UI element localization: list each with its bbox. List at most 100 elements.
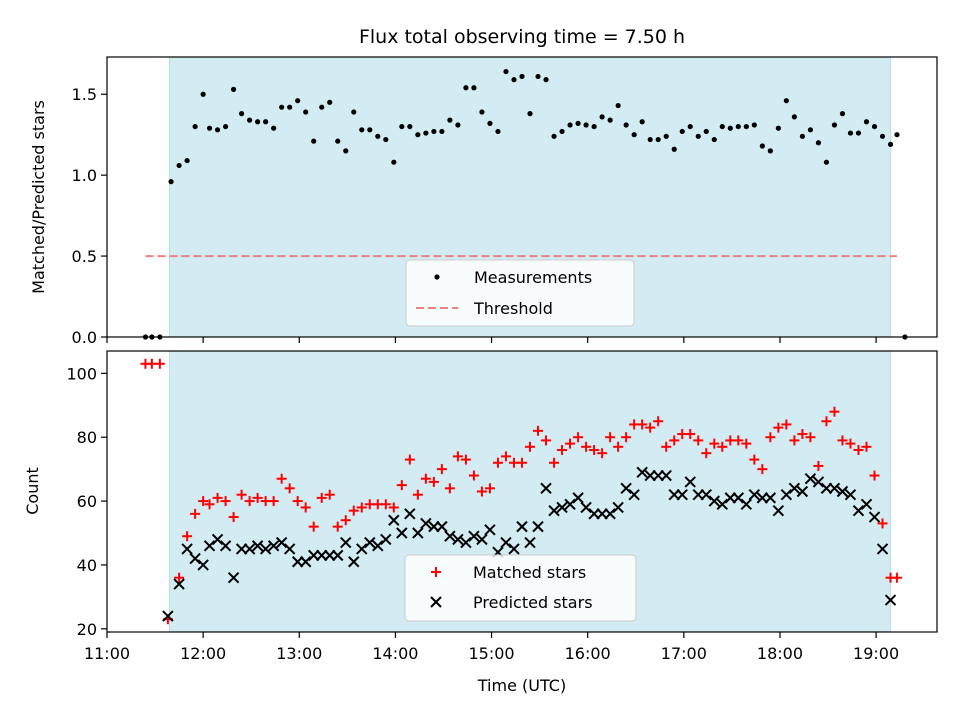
measurement-point: [367, 127, 373, 133]
measurement-point: [591, 123, 597, 130]
matched-point: [212, 492, 223, 503]
measurement-point: [551, 133, 557, 139]
matched-point: [244, 496, 255, 507]
measurement-point: [703, 128, 709, 135]
predicted-point: [396, 527, 408, 539]
measurement-point: [463, 85, 469, 91]
legend-matched-label: Matched stars: [473, 563, 586, 582]
measurement-point: [815, 140, 822, 146]
matched-point: [813, 460, 824, 471]
matched-point: [597, 448, 608, 459]
matched-point: [220, 496, 231, 507]
x-axis-label: Time (UTC): [477, 676, 566, 695]
x-tick-label: 16:00: [565, 644, 611, 663]
matched-point: [549, 457, 560, 468]
matched-point: [805, 432, 816, 443]
matched-point: [749, 454, 760, 465]
measurement-point: [575, 120, 581, 126]
measurement-point: [431, 128, 437, 135]
y-tick-label: 0.0: [72, 328, 97, 347]
matched-point: [284, 483, 295, 494]
x-tick-label: 11:00: [84, 644, 130, 663]
measurement-points: [142, 68, 908, 340]
measurement-point: [184, 157, 190, 164]
y-tick-label: 20: [77, 620, 97, 639]
matched-point: [444, 483, 455, 494]
measurement-point: [423, 130, 429, 136]
measurement-point: [295, 98, 301, 104]
matched-point: [348, 505, 359, 516]
matched-point: [380, 499, 391, 510]
predicted-point: [772, 504, 785, 517]
measurement-point: [743, 123, 749, 130]
matched-point: [765, 432, 776, 443]
measurement-point: [663, 133, 669, 139]
ratio-y-axis-label: Matched/Predicted stars: [29, 100, 48, 294]
measurement-point: [176, 162, 182, 169]
measurement-point: [319, 104, 325, 110]
matched-point: [292, 496, 303, 507]
matched-point: [404, 454, 415, 465]
measurement-point: [751, 122, 757, 128]
measurement-point: [287, 104, 293, 110]
predicted-point: [219, 540, 232, 552]
predicted-point: [404, 508, 416, 520]
predicted-point: [243, 543, 256, 555]
measurement-point: [607, 117, 613, 123]
measurement-point: [519, 73, 525, 80]
ratio-legend: Measurements Threshold: [405, 259, 635, 327]
matched-point: [324, 489, 335, 500]
predicted-point: [556, 501, 568, 514]
matched-point: [717, 441, 728, 452]
predicted-point: [828, 482, 841, 495]
measurement-point: [735, 123, 741, 130]
measurement-point: [894, 132, 900, 138]
matched-point: [525, 441, 536, 452]
matched-point: [733, 435, 744, 446]
matched-point: [837, 435, 848, 446]
count-y-axis-label: Count: [23, 467, 42, 515]
measurement-point: [655, 136, 661, 143]
x-tick-label: 14:00: [372, 644, 418, 663]
measurement-point: [847, 130, 854, 136]
matched-point: [500, 451, 511, 462]
count-legend-box: [404, 554, 637, 622]
matched-point: [517, 457, 527, 468]
predicted-point: [340, 536, 352, 549]
predicted-point: [332, 549, 344, 562]
predicted-point: [788, 482, 801, 495]
predicted-point: [476, 533, 488, 546]
measurement-point: [599, 114, 605, 120]
matched-point: [861, 441, 872, 452]
measurement-point: [567, 122, 573, 128]
matched-point: [492, 457, 503, 468]
ratio-y-ticks: 0.0 0.5 1.0 1.5: [72, 85, 107, 347]
measurement-point: [879, 133, 886, 139]
measurement-point: [759, 143, 765, 149]
predicted-point: [420, 517, 432, 530]
matched-point: [589, 444, 600, 455]
predicted-point: [299, 556, 312, 568]
measurement-point: [222, 123, 229, 130]
matched-point: [773, 422, 784, 433]
measurement-point: [671, 146, 677, 152]
matched-point: [621, 432, 632, 443]
x-tick-label: 19:00: [853, 644, 899, 663]
measurement-point: [206, 125, 213, 131]
matched-point: [869, 470, 880, 481]
predicted-point: [564, 498, 576, 510]
measurement-point: [263, 119, 269, 125]
x-tick-label: 12:00: [180, 644, 226, 663]
measurement-point: [623, 122, 629, 128]
count-panel-frame: [106, 350, 938, 633]
measurement-point: [863, 119, 870, 125]
matched-point: [757, 464, 768, 475]
matched-point: [685, 429, 696, 440]
predicted-point: [876, 543, 889, 555]
legend-threshold-label: Threshold: [473, 299, 553, 318]
predicted-point: [812, 476, 825, 488]
measurement-point: [527, 111, 533, 117]
x-tick-label: 17:00: [661, 644, 707, 663]
matched-point: [789, 435, 800, 446]
predicted-point: [162, 610, 174, 622]
